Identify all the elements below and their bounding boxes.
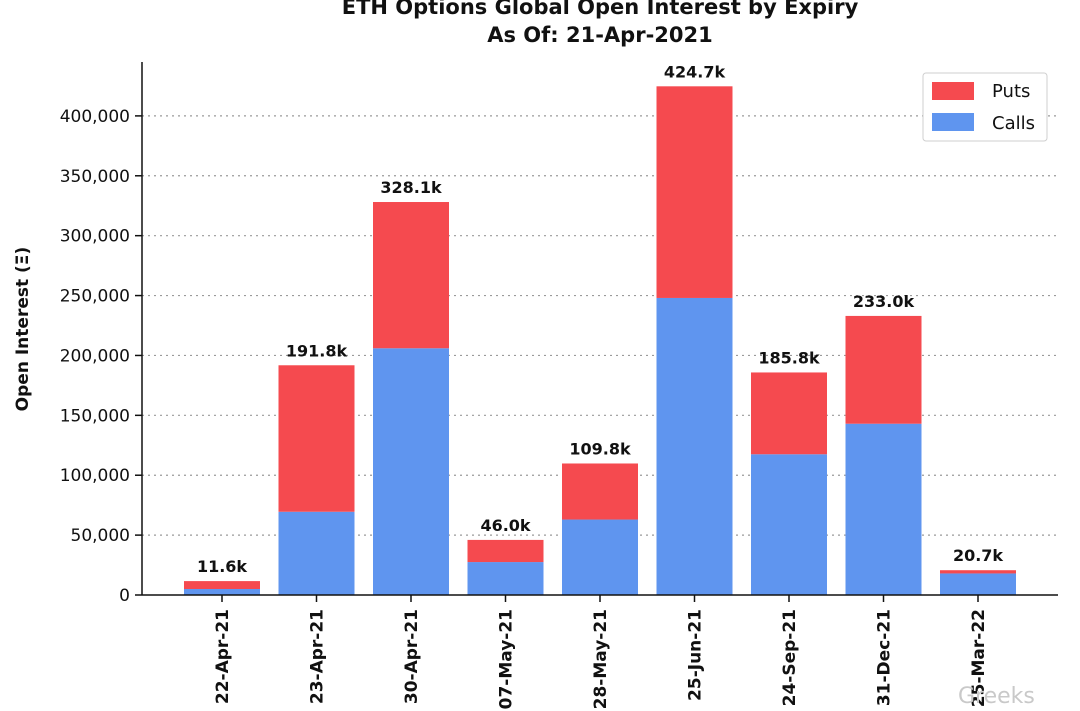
x-tick-label: 07-May-21 [497,609,517,709]
chart-subtitle: As Of: 21-Apr-2021 [487,23,713,47]
bar-puts [940,570,1016,574]
x-tick-label: 25-Jun-21 [686,609,706,701]
total-data-label: 233.0k [853,292,915,311]
x-tick-label: 23-Apr-21 [308,609,328,704]
bar-calls [373,348,449,595]
bar-puts [751,372,827,455]
y-tick-label: 400,000 [60,107,130,127]
x-tick-label: 25-Mar-22 [969,609,989,707]
y-tick-label: 150,000 [60,406,130,426]
x-tick-label: 24-Sep-21 [780,609,800,706]
total-data-label: 46.0k [480,516,530,535]
bar-puts [467,539,544,563]
x-tick-label: 31-Dec-21 [875,609,895,706]
y-tick-label: 100,000 [60,466,130,486]
total-data-label: 191.8k [286,341,348,360]
y-axis-label: Open Interest (Ξ) [13,247,33,412]
total-data-label: 185.8k [758,348,820,367]
y-ticks: 0 50,000 100,000 150,000 200,000 250,000 300,0… [60,107,142,606]
bar-puts [656,86,733,298]
y-tick-label: 250,000 [60,287,130,307]
data-labels: 11.6k 191.8k 328.1k 46.0k 109.8k 424.7k 185.8k… [197,62,1003,576]
bar-puts [845,315,922,424]
bar-puts [184,581,260,590]
chart-title: ETH Options Global Open Interest by Expi… [342,0,859,19]
y-tick-label: 200,000 [60,346,130,366]
legend: Puts Calls [922,72,1048,142]
y-tick-label: 0 [119,586,130,606]
x-tick-label: 28-May-21 [591,609,611,709]
total-data-label: 20.7k [953,546,1003,565]
legend-swatch-puts [932,82,974,100]
bar-puts [278,365,355,512]
total-data-label: 424.7k [664,62,726,81]
bar-calls [656,297,733,595]
total-data-label: 328.1k [380,178,442,197]
total-data-label: 11.6k [197,557,247,576]
legend-label-puts: Puts [992,81,1030,102]
bars [184,86,1016,595]
x-tick-label: 30-Apr-21 [402,609,422,704]
watermark-text: Greeks [958,684,1035,709]
bar-calls [467,562,544,595]
y-tick-label: 350,000 [60,167,130,187]
bar-calls [845,423,922,595]
bar-puts [562,463,638,520]
bar-calls [184,589,260,595]
total-data-label: 109.8k [569,439,631,458]
bar-puts [373,202,449,349]
bar-calls [751,454,827,595]
bar-calls [278,511,355,595]
legend-swatch-calls [932,113,974,131]
x-tick-label: 22-Apr-21 [213,609,233,704]
bar-calls [562,519,638,595]
y-tick-label: 50,000 [71,526,130,546]
bar-calls [940,573,1016,595]
legend-label-calls: Calls [992,113,1035,134]
x-ticks: 22-Apr-21 23-Apr-21 30-Apr-21 07-May-21 28-M… [213,595,989,709]
y-tick-label: 300,000 [60,227,130,247]
